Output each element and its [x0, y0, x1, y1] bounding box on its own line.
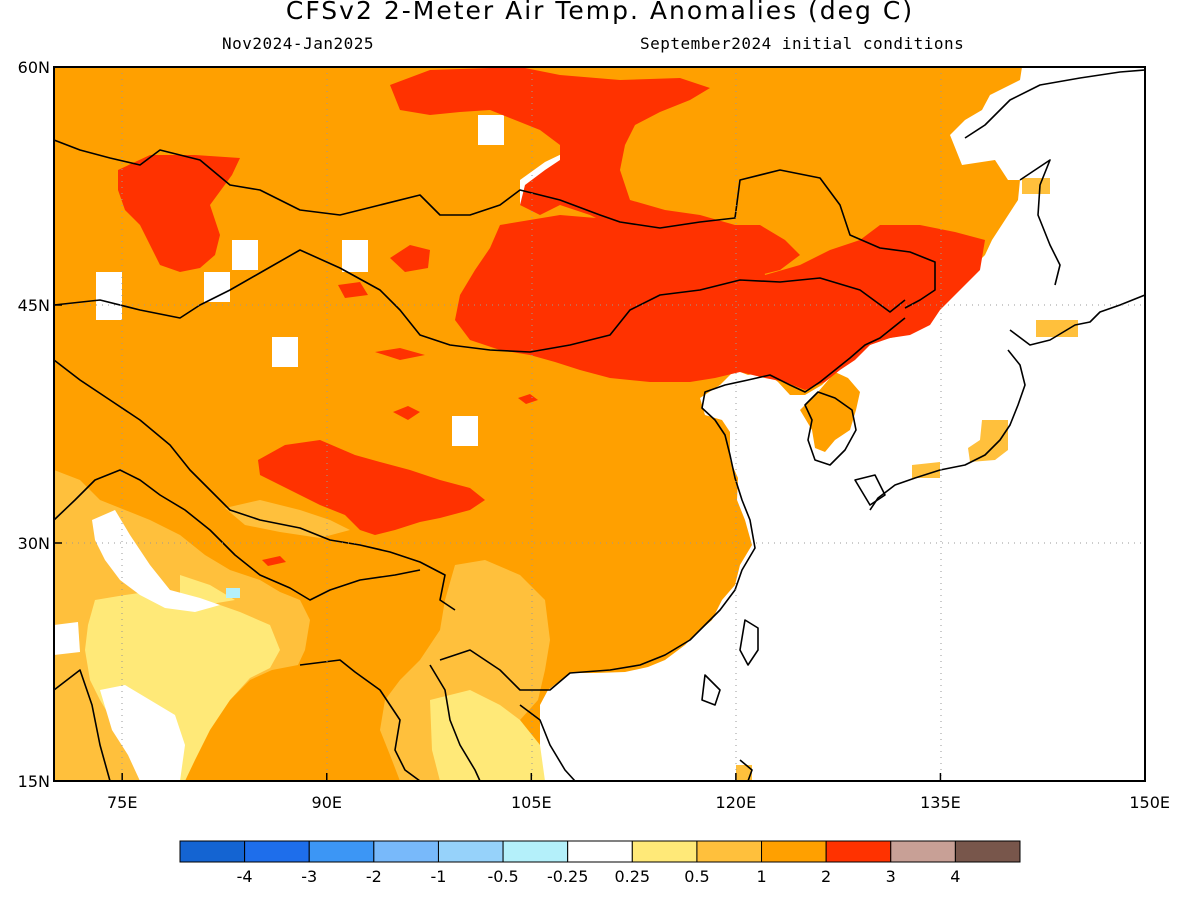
land-anomaly-2-3-tibet — [258, 440, 485, 535]
lon-tick-label: 105E — [511, 793, 552, 812]
initial-conditions: September2024 initial conditions — [640, 34, 965, 53]
lat-tick-label: 60N — [18, 58, 50, 77]
land-japan-west — [912, 462, 940, 478]
longitude-axis: 75E 90E 105E 120E 135E 150E — [107, 773, 1170, 812]
land-korea — [800, 372, 860, 452]
land-anomaly-2-3-patch-1 — [390, 245, 430, 272]
colorbar-swatch — [437, 840, 504, 863]
lake-mongol-1 — [342, 240, 368, 272]
land-anomaly-0.5-1-tibet — [225, 500, 350, 538]
lake-baikal-north — [478, 115, 504, 145]
lat-tick-label: 15N — [18, 772, 50, 791]
land-anomaly-2-3-patch-6 — [262, 556, 286, 566]
colorbar-label: -4 — [237, 867, 253, 886]
colorbar-swatch — [308, 840, 375, 863]
lake-balkhash — [96, 272, 122, 320]
colorbar-label: 0.25 — [614, 867, 650, 886]
colorbar-label: -0.25 — [547, 867, 588, 886]
lake-kazakh-1 — [232, 240, 258, 270]
colorbar-swatch — [954, 840, 1021, 863]
land-anomaly-near-zero-pakistan — [92, 510, 220, 612]
colorbar-label: -1 — [430, 867, 446, 886]
lon-tick-label: 135E — [920, 793, 961, 812]
land-japan-north — [1036, 320, 1078, 337]
lon-tick-label: 150E — [1129, 793, 1170, 812]
colorbar-swatch — [761, 840, 827, 863]
land-anomaly-minus-small — [226, 588, 240, 598]
colorbar-label: -3 — [301, 867, 317, 886]
map-frame — [53, 66, 1146, 782]
colorbar-swatch — [696, 840, 763, 863]
land-anomaly-2-3-patch-3 — [375, 348, 425, 360]
graticule — [54, 67, 1145, 781]
colorbar-label: 2 — [821, 867, 831, 886]
coastlines-and-borders — [54, 69, 1145, 781]
land-anomaly-2-3-mongolia — [455, 215, 985, 390]
lon-tick-label: 90E — [312, 793, 342, 812]
colorbar-swatch — [890, 840, 956, 863]
lake-kazakh-2 — [204, 272, 230, 302]
land-anomaly-2-3-kazakh — [118, 155, 240, 272]
colorbar-swatch — [244, 840, 310, 863]
colorbar-swatch — [567, 840, 633, 863]
lake-qinghai — [452, 416, 478, 446]
land-anomaly-2-3-patch-4 — [393, 406, 420, 420]
colorbar-swatch — [179, 840, 246, 863]
lon-tick-label: 75E — [107, 793, 137, 812]
latitude-axis: 60N 45N 30N 15N — [18, 58, 62, 791]
chart-title: CFSv2 2-Meter Air Temp. Anomalies (deg C… — [285, 0, 915, 25]
land-sakhalin — [1022, 178, 1050, 194]
colorbar-swatch — [825, 840, 892, 863]
forecast-period: Nov2024-Jan2025 — [222, 34, 374, 53]
land-anomaly-2-3-patch-5 — [518, 394, 538, 404]
colorbar-labels: -4 -3 -2 -1 -0.5 -0.25 0.25 0.5 1 2 3 4 — [237, 867, 961, 886]
colorbar-swatch — [373, 840, 439, 863]
land-anomaly-2-3-patch-2 — [338, 282, 368, 298]
land-anomaly-0.25-0.5-burma — [430, 690, 545, 781]
colorbar-swatch — [631, 840, 698, 863]
land-japan-honshu — [968, 420, 1008, 462]
land-taiwan-small — [736, 765, 752, 781]
colorbar-label: -0.5 — [487, 867, 518, 886]
colorbar — [179, 840, 1021, 863]
land-anomaly-near-zero-india-south — [100, 685, 185, 781]
land-anomaly-near-zero-gujarat — [54, 622, 80, 655]
colorbar-label: 0.5 — [684, 867, 709, 886]
colorbar-label: 4 — [950, 867, 960, 886]
colorbar-label: -2 — [366, 867, 382, 886]
lon-tick-label: 120E — [716, 793, 757, 812]
colorbar-label: 3 — [886, 867, 896, 886]
lake-issyk — [272, 337, 298, 367]
colorbar-swatch — [502, 840, 569, 863]
lat-tick-label: 45N — [18, 296, 50, 315]
lat-tick-label: 30N — [18, 534, 50, 553]
colorbar-label: 1 — [756, 867, 766, 886]
